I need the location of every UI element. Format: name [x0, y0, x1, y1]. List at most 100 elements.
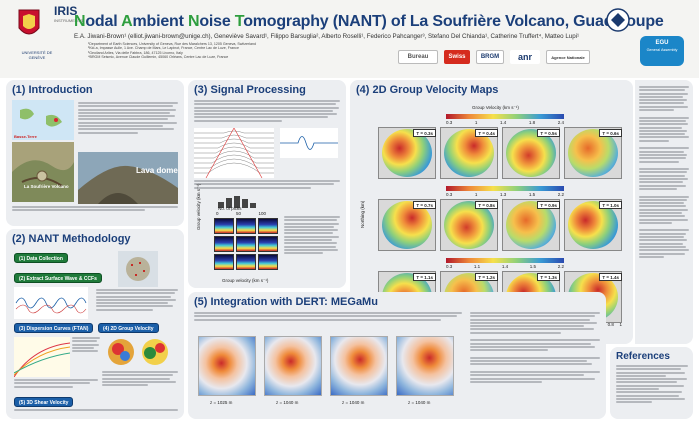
depth-slices: z = 1025 m z = 1040 m z = 1040 m z = 1040 m [196, 332, 464, 412]
ccf-record-section [194, 128, 274, 178]
velocity-map-tile: T = 0.3s [378, 127, 438, 183]
institution-logo-icon [606, 8, 630, 32]
colorbar-row-2 [446, 186, 564, 191]
authors-line: E.A. Jiwani-Brown¹ (elliot.jiwani-brown@… [74, 33, 580, 40]
step-extract-ccf: (2) Extract Surface Wave & CCFs [14, 273, 102, 283]
velocity-map-tile: T = 0.7s [378, 199, 438, 255]
ftan-tile [236, 236, 256, 252]
poster-title: Nodal Ambient Noise Tomography (NANT) of… [74, 13, 664, 30]
signal-text-3 [284, 216, 340, 272]
velocity-heatmap [506, 129, 556, 177]
velocity-map-small-2 [142, 339, 168, 365]
depth-label: z = 1040 m [276, 400, 299, 405]
waveform-example [280, 128, 338, 158]
colorbar-tick: 1 [474, 192, 478, 197]
intro-panel: (1) Introduction Basse-Terre La Soufrièr… [6, 80, 184, 226]
colorbar-tick: 1.1 [473, 264, 481, 269]
nant-text-3 [102, 371, 178, 395]
basse-terre-label: Basse-Terre [14, 134, 37, 139]
ftan-tile [258, 254, 278, 270]
nant-text-4 [14, 379, 98, 395]
terrain-map [12, 142, 74, 202]
period-label: T = 0.7s [413, 201, 436, 209]
nant-text-2 [72, 337, 100, 377]
sponsor-logos: Bureau Swiss BRGM anr Agence Nationale [398, 46, 636, 68]
integration-text-2 [470, 312, 600, 412]
ftan-tile [236, 254, 256, 270]
period-label: T = 1.4s [599, 273, 622, 281]
sponsor-logo-5: Agence Nationale [546, 50, 590, 64]
sponsor-logo-1: Bureau [398, 50, 438, 64]
maps-title: (4) 2D Group Velocity Maps [356, 84, 499, 96]
period-label: T = 0.5s [537, 129, 560, 137]
lava-dome-label: Lava dome [136, 166, 178, 175]
x-tick: 0.8 [607, 322, 614, 327]
velocity-heatmap [444, 129, 494, 177]
period-label: T = 0.9s [537, 201, 560, 209]
references-title: References [616, 351, 670, 362]
sponsor-logo-2: Swiss [444, 50, 470, 64]
iris-name: IRIS [54, 4, 78, 18]
ftan-tile [214, 218, 234, 234]
integration-text-1 [194, 312, 462, 328]
ccf-waveform-plot [14, 287, 88, 319]
colorbar-ticks-row-1: 0.3 1 1.4 1.8 2.4 [446, 120, 564, 125]
colorbar-tick: 1 [474, 120, 478, 125]
depth-label: z = 1040 m [342, 400, 365, 405]
velocity-heatmap [568, 201, 618, 249]
depth-label: z = 1025 m [210, 400, 233, 405]
iris-tag: INSTRUMENTS [54, 18, 83, 23]
depth-label: z = 1040 m [408, 400, 431, 405]
velocity-map-tile: T = 0.6s [564, 127, 624, 183]
velocity-heatmap [382, 129, 432, 177]
colorbar-tick: 1.4 [499, 120, 507, 125]
velocity-map-small-1 [108, 339, 134, 365]
colorbar-ticks-row-3: 0.3 1.1 1.4 1.5 2.2 [446, 264, 564, 269]
period-label: T = 1.3s [537, 273, 560, 281]
ftan-tile [258, 218, 278, 234]
sponsor-logo-4: anr [510, 50, 540, 64]
colorbar-tick: 2.2 [557, 264, 564, 269]
colorbar-ticks-row-2: 0.3 1 1.3 1.5 2.2 [446, 192, 564, 197]
nant-text-5 [14, 409, 178, 417]
period-label: T = 1.1s [413, 273, 436, 281]
lava-dome-photo [78, 152, 178, 204]
ftan-tile-grid [214, 218, 280, 272]
velocity-heatmap [506, 201, 556, 249]
station-map [118, 251, 158, 287]
ftan-tile [214, 254, 234, 270]
references-panel: References [610, 347, 693, 419]
resistivity-slice [396, 336, 454, 396]
step-2d-velocity: (4) 2D Group Velocity [98, 323, 159, 333]
references-text [616, 365, 688, 415]
colorbar-tick: 0.3 [446, 192, 453, 197]
period-label: T = 1.0s [599, 201, 622, 209]
picks-histogram [218, 196, 256, 208]
ftan-tile [258, 236, 278, 252]
period-label: T = 0.6s [599, 129, 622, 137]
iris-logo: IRIS INSTRUMENTS [54, 4, 94, 23]
maps-side-panel [635, 80, 693, 344]
affiliations: ¹Department of Earth Sciences, Universit… [88, 42, 256, 59]
step-3d-velocity: (5) 3D Shear Velocity [14, 397, 74, 407]
caribbean-map [12, 100, 74, 140]
colorbar-tick: 1.5 [528, 192, 536, 197]
integration-panel: (5) Integration with DERT: MEGaMu z = 10… [188, 292, 606, 419]
step-dispersion: (3) Dispersion Curves (FTAN) [14, 323, 94, 333]
volcano-label: La Soufrière Volcano [24, 184, 69, 189]
intro-text [78, 102, 178, 152]
nant-panel: (2) NANT Methodology (1) Data Collection… [6, 229, 184, 419]
period-label: T = 0.8s [475, 201, 498, 209]
resistivity-slice [330, 336, 388, 396]
colorbar-row-1 [446, 114, 564, 119]
velocity-map-tile: T = 1.0s [564, 199, 624, 255]
colorbar-tick: 0.3 [446, 264, 453, 269]
signal-title: (3) Signal Processing [194, 84, 306, 96]
integration-title: (5) Integration with DERT: MEGaMu [194, 296, 378, 308]
colorbar-tick: 2.2 [557, 192, 564, 197]
colorbar-tick: 2.4 [557, 120, 564, 125]
period-label: T = 0.4s [475, 129, 498, 137]
velocity-heatmap [568, 129, 618, 177]
velocity-map-tile: T = 0.5s [502, 127, 562, 183]
signal-ylabel: Group velocity (km s⁻¹) [196, 183, 201, 230]
